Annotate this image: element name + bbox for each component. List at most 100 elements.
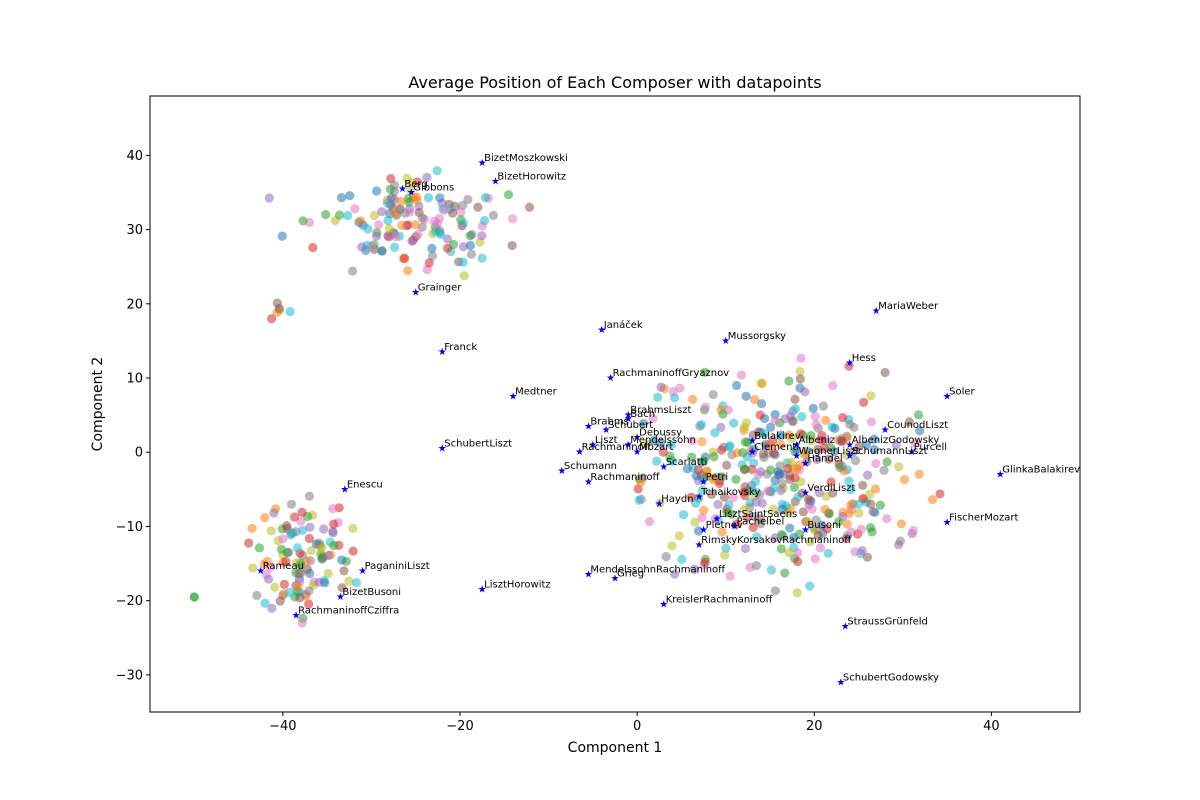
datapoint xyxy=(697,513,707,523)
datapoint xyxy=(747,464,757,475)
datapoint xyxy=(357,242,367,252)
composer-label: BizetBusoni xyxy=(342,587,401,598)
datapoint xyxy=(780,414,790,424)
datapoint xyxy=(783,463,793,474)
datapoint xyxy=(297,618,307,628)
datapoint xyxy=(371,231,382,241)
datapoint xyxy=(369,210,379,221)
composer-label: Schumann xyxy=(564,461,617,472)
datapoint xyxy=(260,513,270,523)
composer-label: Hess xyxy=(852,353,876,364)
datapoint xyxy=(807,504,817,514)
datapoint xyxy=(667,541,677,551)
datapoint xyxy=(710,514,720,524)
datapoint xyxy=(707,489,717,499)
composer-average-marker: ★ xyxy=(398,184,407,195)
datapoint xyxy=(914,469,924,479)
composer-label: Enescu xyxy=(347,479,383,490)
y-axis-label: Component 2 xyxy=(90,357,106,452)
datapoint xyxy=(755,514,766,524)
datapoint xyxy=(808,403,818,413)
datapoint xyxy=(337,583,347,593)
datapoint xyxy=(895,536,906,546)
datapoint xyxy=(795,366,805,377)
composer-average-marker: ★ xyxy=(633,432,642,443)
datapoint xyxy=(389,180,400,190)
datapoint xyxy=(285,306,295,317)
datapoint xyxy=(740,464,750,474)
datapoint xyxy=(407,236,417,246)
datapoint xyxy=(758,449,768,459)
datapoint xyxy=(713,499,723,509)
datapoint xyxy=(395,204,405,214)
datapoint xyxy=(796,429,806,439)
datapoint xyxy=(721,543,731,553)
datapoint xyxy=(838,413,848,423)
datapoint xyxy=(784,430,794,440)
datapoint xyxy=(697,437,707,447)
datapoint xyxy=(682,464,693,474)
x-tick-label: 0 xyxy=(633,719,641,734)
datapoint xyxy=(869,434,879,444)
datapoint xyxy=(731,474,741,484)
datapoint xyxy=(732,380,742,391)
datapoint xyxy=(260,598,270,608)
composer-average-marker: ★ xyxy=(588,440,597,451)
datapoint xyxy=(826,443,836,453)
datapoint xyxy=(805,581,815,591)
datapoint xyxy=(304,491,315,501)
datapoint xyxy=(776,431,786,441)
datapoint xyxy=(503,190,514,200)
datapoint xyxy=(880,367,890,378)
composer-average-marker: ★ xyxy=(611,573,620,584)
datapoint xyxy=(463,194,473,205)
composer-average-marker: ★ xyxy=(438,347,447,358)
y-tick-label: −20 xyxy=(116,594,143,609)
datapoint xyxy=(305,522,315,532)
datapoint xyxy=(797,488,807,498)
datapoint xyxy=(763,486,773,496)
datapoint xyxy=(729,418,739,428)
datapoint xyxy=(648,413,658,424)
datapoint xyxy=(854,508,864,518)
x-tick-label: 40 xyxy=(983,719,1000,734)
composer-average-marker: ★ xyxy=(836,677,845,688)
datapoint xyxy=(792,556,803,567)
datapoint xyxy=(894,462,904,472)
datapoint xyxy=(814,488,824,498)
datapoint xyxy=(335,210,345,220)
composer-label: Clementi xyxy=(754,442,799,453)
y-tick-label: 40 xyxy=(126,149,143,164)
y-tick-label: −30 xyxy=(116,668,143,683)
datapoint xyxy=(459,271,469,281)
datapoint xyxy=(749,395,760,405)
datapoint xyxy=(337,555,347,565)
datapoint xyxy=(699,505,709,515)
datapoint xyxy=(412,195,422,205)
composer-label: BrahmsLiszt xyxy=(630,405,691,416)
datapoint xyxy=(297,507,307,517)
datapoint xyxy=(442,234,453,244)
datapoint xyxy=(830,423,840,433)
datapoint xyxy=(776,544,786,554)
datapoint xyxy=(935,489,945,499)
datapoint xyxy=(666,440,676,450)
composer-average-marker: ★ xyxy=(584,570,593,581)
datapoint xyxy=(845,419,855,429)
datapoint xyxy=(427,243,437,253)
datapoint xyxy=(252,590,262,601)
datapoint xyxy=(266,526,276,536)
composer-average-marker: ★ xyxy=(730,521,739,532)
datapoint xyxy=(882,513,892,524)
datapoint xyxy=(717,472,727,482)
datapoint xyxy=(377,246,387,256)
composer-label: LisztHorowitz xyxy=(484,580,551,591)
datapoint xyxy=(456,207,466,217)
datapoint xyxy=(308,242,318,253)
datapoint xyxy=(404,207,414,217)
datapoint xyxy=(674,531,684,541)
datapoint xyxy=(267,603,277,613)
datapoint xyxy=(284,587,295,597)
datapoint xyxy=(802,516,813,526)
datapoint xyxy=(816,435,827,446)
